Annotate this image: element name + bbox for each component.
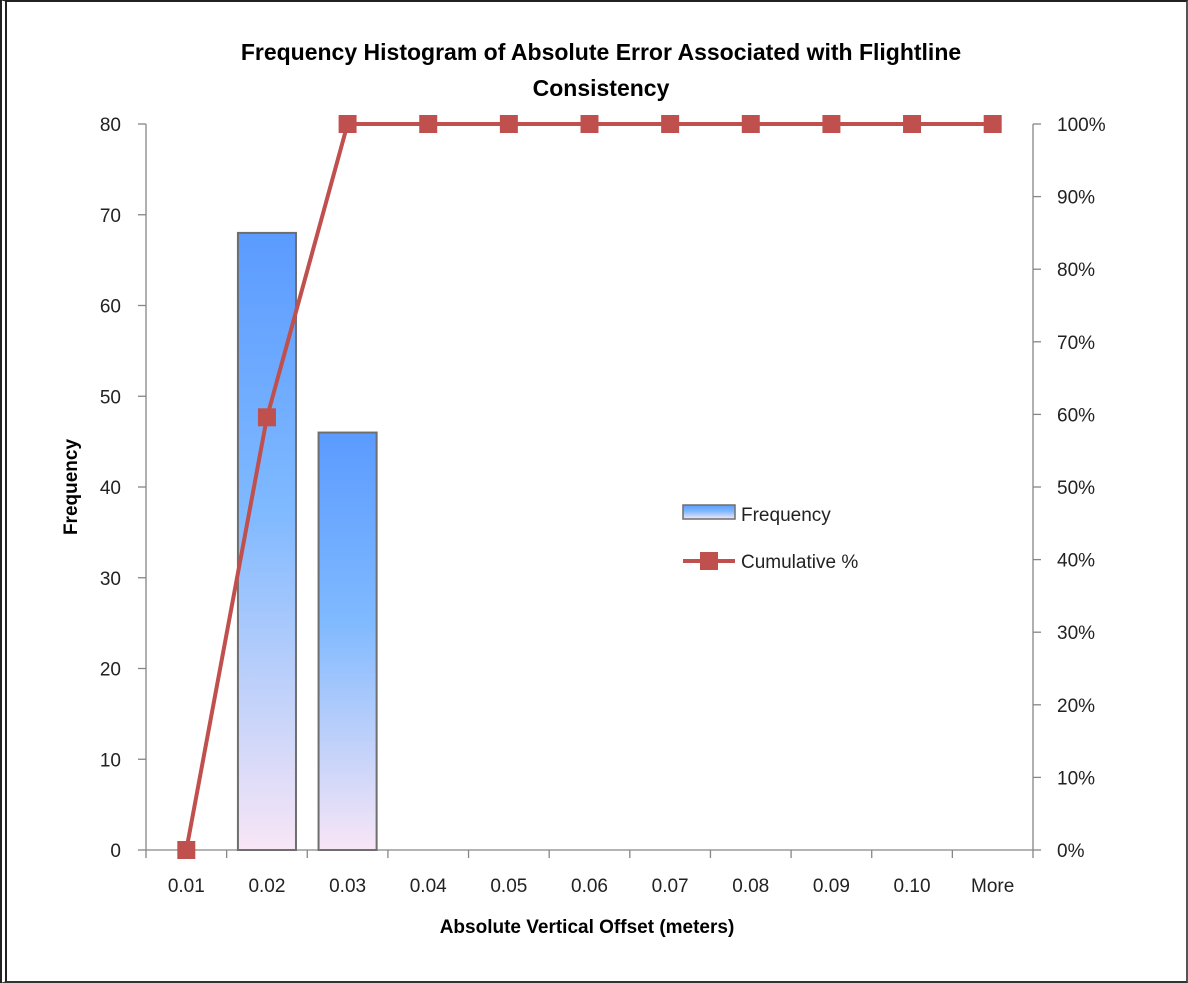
y2-tick-label: 0%	[1057, 841, 1085, 862]
cumulative-marker	[419, 115, 438, 133]
legend-cumulative-label: Cumulative %	[741, 552, 858, 573]
cumulative-marker	[257, 408, 276, 427]
y-axis-title: Frequency	[61, 439, 82, 536]
x-tick-label: 0.03	[329, 876, 366, 897]
chart-title-line-1: Frequency Histogram of Absolute Error As…	[241, 39, 961, 65]
cumulative-marker	[338, 115, 357, 133]
y-tick-label: 80	[100, 115, 121, 136]
x-tick-label: 0.07	[652, 876, 689, 897]
x-axis-title: Absolute Vertical Offset (meters)	[440, 917, 735, 938]
x-tick-label: 0.02	[248, 876, 285, 897]
x-tick-label: 0.06	[571, 876, 608, 897]
x-tick-label: 0.04	[410, 876, 447, 897]
x-tick-label: 0.01	[168, 876, 205, 897]
cumulative-marker	[741, 115, 760, 133]
y2-tick-label: 90%	[1057, 188, 1095, 209]
legend-cumulative-marker	[700, 552, 718, 570]
cumulative-marker	[661, 115, 680, 133]
x-tick-label: 0.08	[732, 876, 769, 897]
y-tick-label: 60	[100, 297, 121, 318]
y2-tick-label: 40%	[1057, 551, 1095, 572]
cumulative-series	[177, 115, 1002, 859]
histogram-bar	[236, 231, 297, 851]
y-tick-label: 20	[100, 660, 121, 681]
y-tick-label: 50	[100, 387, 121, 408]
chart-title-line-2: Consistency	[533, 75, 670, 101]
y2-tick-label: 20%	[1057, 696, 1095, 717]
cumulative-marker	[177, 841, 196, 859]
y2-tick-label: 100%	[1057, 115, 1106, 136]
y2-tick-label: 70%	[1057, 333, 1095, 354]
y2-tick-label: 30%	[1057, 623, 1095, 644]
y-tick-label: 10	[100, 750, 121, 771]
y2-tick-label: 10%	[1057, 768, 1095, 789]
y-tick-label: 70	[100, 206, 121, 227]
y-tick-label: 0	[110, 841, 121, 862]
x-tick-label: More	[971, 876, 1014, 897]
y-tick-label: 30	[100, 569, 121, 590]
cumulative-marker	[983, 115, 1002, 133]
y2-tick-label: 60%	[1057, 405, 1095, 426]
y2-tick-label: 50%	[1057, 478, 1095, 499]
x-tick-label: 0.10	[894, 876, 931, 897]
cumulative-marker	[499, 115, 518, 133]
axes: 0 10 20 30 40 50 60 70 80 0% 10% 20% 30% 40% 50% 60% 70%…	[100, 115, 1106, 897]
histogram-bar	[317, 431, 378, 851]
x-tick-label: 0.09	[813, 876, 850, 897]
cumulative-marker	[903, 115, 922, 133]
x-tick-label: 0.05	[490, 876, 527, 897]
cumulative-line	[184, 122, 993, 851]
legend-frequency-swatch	[682, 504, 736, 520]
y2-tick-label: 80%	[1057, 260, 1095, 281]
y-tick-label: 40	[100, 478, 121, 499]
cumulative-marker	[822, 115, 841, 133]
cumulative-marker	[580, 115, 599, 133]
legend-frequency-label: Frequency	[741, 505, 831, 526]
legend: Frequency Cumulative %	[682, 504, 858, 573]
bar-series	[236, 231, 378, 851]
